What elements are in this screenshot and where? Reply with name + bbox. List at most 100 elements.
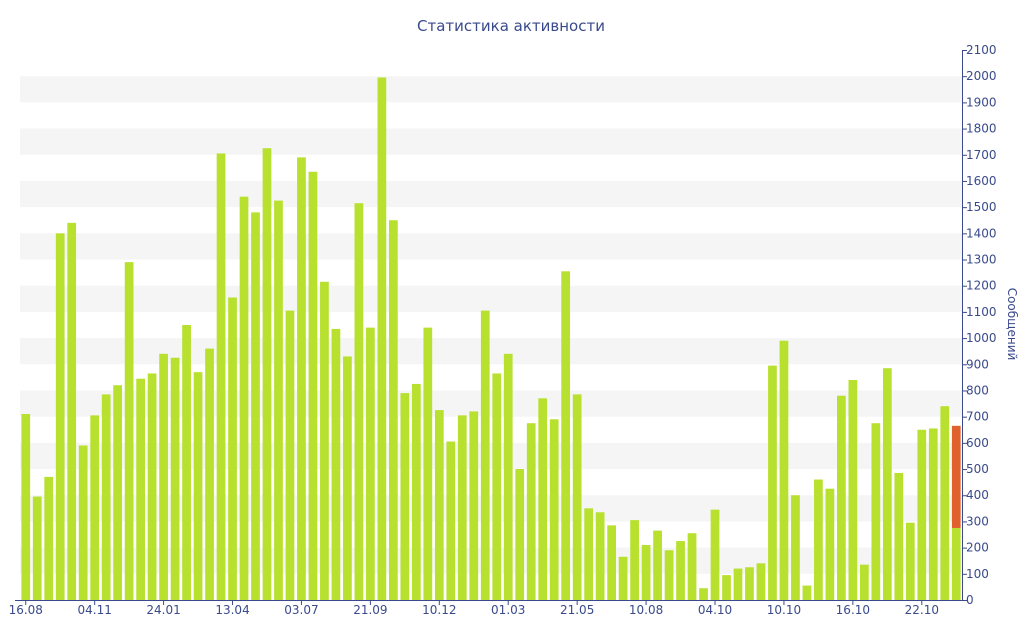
bar (400, 393, 410, 600)
x-tick-label: 13.04 (215, 603, 249, 617)
y-tick-label: 1800 (966, 122, 997, 136)
bar (411, 383, 421, 600)
bar (825, 488, 835, 600)
x-tick-label: 22.10 (905, 603, 939, 617)
grid-bands (20, 76, 962, 574)
bar (78, 445, 88, 600)
bar (676, 541, 685, 600)
bar (802, 585, 812, 600)
bar (136, 378, 145, 600)
x-tick-label: 04.10 (698, 603, 732, 617)
x-tick-label: 10.10 (767, 603, 801, 617)
y-tick-label: 1100 (966, 305, 997, 319)
x-tick-label: 10.08 (629, 603, 663, 617)
bar (687, 533, 697, 600)
bar (837, 395, 846, 600)
y-tick-label: 800 (966, 383, 989, 397)
bar (814, 479, 823, 600)
bar (515, 469, 525, 600)
bar (917, 429, 927, 600)
bar (320, 281, 329, 600)
x-tick-label: 21.09 (353, 603, 387, 617)
bar (664, 550, 674, 600)
bar (434, 410, 444, 600)
x-tick-label: 10.12 (422, 603, 456, 617)
y-tick-label: 600 (966, 436, 989, 450)
bar (768, 365, 777, 600)
bar (285, 310, 295, 600)
bar (894, 472, 904, 600)
bar (561, 271, 571, 600)
y-axis-label: Сообщений (1005, 288, 1019, 361)
bar (549, 419, 559, 600)
bar (733, 568, 743, 600)
bar (469, 411, 479, 600)
bar (503, 353, 513, 600)
bar (457, 415, 467, 600)
bar (871, 423, 881, 600)
bar (492, 373, 502, 600)
bar (882, 368, 892, 600)
bar (699, 588, 708, 600)
bar (940, 406, 950, 600)
bar (446, 441, 456, 600)
x-tick-label: 03.07 (284, 603, 318, 617)
bar (44, 476, 54, 600)
bar (584, 508, 594, 600)
bar (641, 545, 651, 600)
bar (710, 509, 720, 600)
bar (538, 398, 548, 600)
bar (756, 563, 766, 600)
bar (274, 200, 283, 600)
bar (572, 394, 582, 600)
x-tick-label: 24.01 (146, 603, 180, 617)
bar-current-segment (951, 425, 961, 528)
bar (779, 340, 789, 600)
bar (848, 380, 858, 600)
bar (124, 262, 134, 600)
bar (262, 148, 272, 600)
x-tick-label: 04.11 (77, 603, 111, 617)
bar (928, 428, 938, 600)
y-tick-label: 1000 (966, 331, 997, 345)
bar (113, 385, 123, 600)
bar (343, 356, 352, 600)
x-tick-label: 16.10 (836, 603, 870, 617)
bar (905, 522, 915, 600)
y-tick-label: 500 (966, 462, 989, 476)
y-tick-label: 300 (966, 514, 989, 528)
bar (147, 373, 157, 600)
bar (170, 357, 180, 600)
bar (101, 394, 111, 600)
bar (67, 222, 77, 600)
bar (618, 556, 628, 600)
bar-series (21, 77, 961, 601)
y-tick-label: 2000 (966, 69, 997, 83)
y-tick-label: 1700 (966, 148, 997, 162)
bar (480, 310, 490, 600)
bar (791, 495, 800, 600)
bar (607, 525, 616, 600)
bar (526, 423, 536, 600)
y-tick-label: 400 (966, 488, 989, 502)
bar (859, 564, 869, 600)
y-tick-label: 200 (966, 541, 989, 555)
bar (90, 415, 100, 600)
y-tick-label: 1500 (966, 200, 997, 214)
bar (228, 297, 237, 600)
y-tick-label: 100 (966, 567, 989, 581)
y-tick-label: 900 (966, 357, 989, 371)
grid-band (20, 76, 962, 103)
y-tick-label: 1300 (966, 253, 997, 267)
grid-band (20, 233, 962, 260)
bar (331, 328, 341, 600)
bar (745, 567, 754, 600)
y-tick-label: 700 (966, 410, 989, 424)
bar (951, 527, 961, 600)
bar (354, 203, 364, 600)
y-tick-label: 1600 (966, 174, 997, 188)
bar (595, 512, 605, 600)
y-tick-label: 1400 (966, 226, 997, 240)
